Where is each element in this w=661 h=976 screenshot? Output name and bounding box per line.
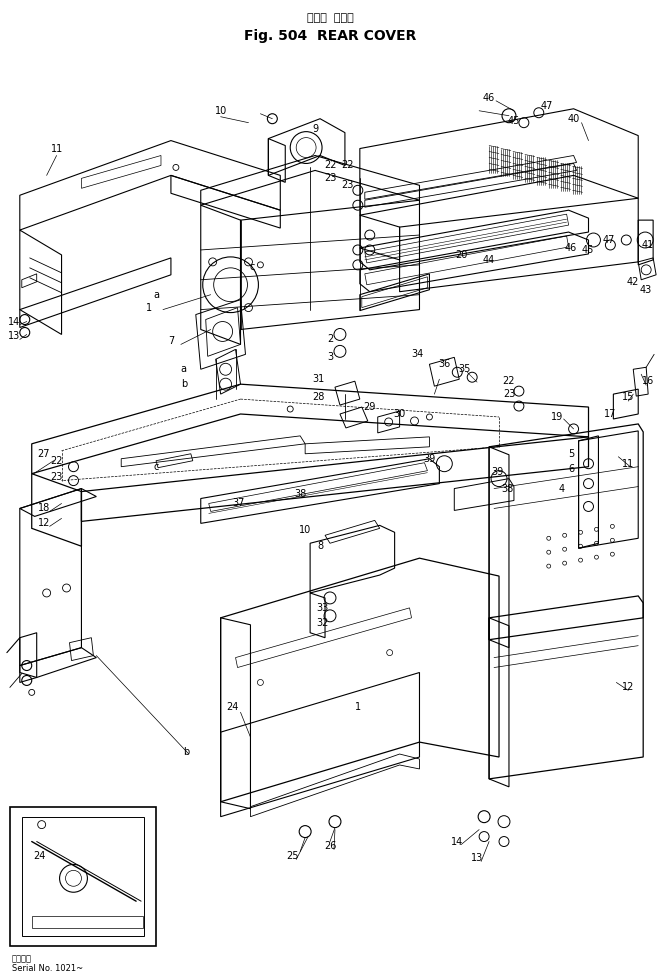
Text: 28: 28 [312, 392, 325, 402]
Text: 20: 20 [455, 250, 467, 260]
Text: 16: 16 [642, 376, 654, 386]
Text: 11: 11 [622, 459, 635, 468]
Text: 42: 42 [626, 277, 639, 287]
Text: a: a [153, 290, 159, 300]
Text: 4: 4 [559, 483, 564, 494]
Text: 39: 39 [423, 454, 436, 464]
Text: c: c [153, 462, 159, 471]
Text: 10: 10 [215, 105, 227, 116]
Text: 11: 11 [50, 143, 63, 153]
Text: 23: 23 [503, 389, 515, 399]
Text: a: a [181, 364, 187, 374]
Text: 22: 22 [503, 376, 515, 386]
Text: 2: 2 [327, 335, 333, 345]
Text: 39: 39 [491, 467, 503, 476]
Text: 38: 38 [501, 483, 513, 494]
Text: 44: 44 [483, 255, 495, 264]
Text: 47: 47 [602, 235, 615, 245]
Text: 47: 47 [541, 101, 553, 111]
Text: 22: 22 [342, 160, 354, 171]
Text: 1: 1 [146, 303, 152, 312]
Text: 13: 13 [471, 853, 483, 864]
Text: 13: 13 [8, 332, 20, 342]
Text: 27: 27 [38, 449, 50, 459]
Text: 23: 23 [324, 174, 336, 183]
Text: 18: 18 [38, 504, 50, 513]
Text: 34: 34 [411, 349, 424, 359]
Text: 38: 38 [294, 489, 306, 499]
Text: c: c [250, 262, 255, 272]
Text: 24: 24 [34, 851, 46, 862]
Text: 25: 25 [286, 851, 299, 862]
Text: 46: 46 [564, 243, 577, 253]
Text: 26: 26 [324, 841, 336, 851]
Text: 12: 12 [622, 682, 635, 692]
Text: 22: 22 [50, 456, 63, 466]
Text: 45: 45 [581, 245, 594, 255]
Text: 32: 32 [316, 618, 329, 628]
Text: リヤー  カバー: リヤー カバー [307, 14, 354, 23]
Text: 適用号機: 適用号機 [12, 954, 32, 963]
Text: 43: 43 [640, 285, 652, 295]
Text: b: b [182, 747, 189, 757]
Text: 9: 9 [312, 124, 318, 134]
Text: 31: 31 [312, 374, 324, 385]
Text: 14: 14 [8, 316, 20, 327]
Text: 1: 1 [355, 703, 361, 712]
Text: Serial No. 1021~: Serial No. 1021~ [12, 964, 83, 973]
Text: b: b [180, 379, 187, 389]
Text: 29: 29 [364, 402, 376, 412]
Text: 46: 46 [483, 93, 495, 102]
Text: 24: 24 [226, 703, 239, 712]
Text: 22: 22 [324, 160, 336, 171]
Text: 6: 6 [568, 464, 574, 473]
Text: Fig. 504  REAR COVER: Fig. 504 REAR COVER [245, 29, 416, 43]
Text: 36: 36 [438, 359, 450, 369]
Text: 3: 3 [327, 352, 333, 362]
Text: 23: 23 [50, 471, 63, 481]
Text: 12: 12 [38, 518, 50, 528]
Text: 37: 37 [233, 499, 245, 508]
Text: 23: 23 [342, 181, 354, 190]
Text: 30: 30 [393, 409, 406, 419]
Text: 14: 14 [451, 836, 463, 846]
Text: 35: 35 [458, 364, 471, 374]
Text: 10: 10 [299, 525, 311, 535]
Text: 33: 33 [316, 603, 328, 613]
Text: 8: 8 [317, 542, 323, 551]
Text: 15: 15 [622, 392, 635, 402]
Text: 41: 41 [642, 240, 654, 250]
Text: 7: 7 [168, 337, 174, 346]
Text: 45: 45 [508, 116, 520, 126]
Text: 17: 17 [604, 409, 617, 419]
Text: 40: 40 [567, 114, 580, 124]
Text: 5: 5 [568, 449, 574, 459]
Text: 19: 19 [551, 412, 563, 422]
